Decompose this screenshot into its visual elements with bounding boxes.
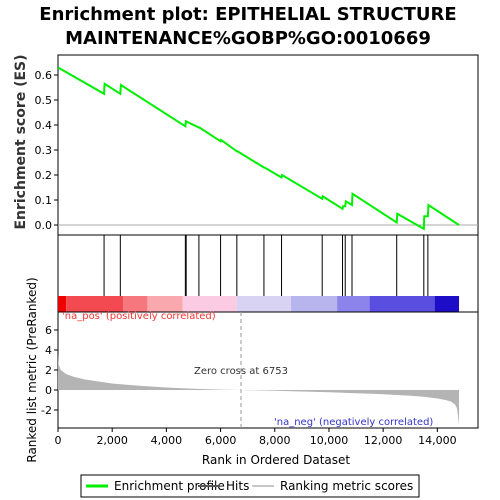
x-tick-label: 0 xyxy=(55,434,62,447)
metric-axis-label: Ranked list metric (PreRanked) xyxy=(25,277,39,462)
x-tick-label: 2,000 xyxy=(96,434,128,447)
colorbar-segment xyxy=(182,296,237,312)
colorbar-segment xyxy=(66,296,124,312)
metric-y-tick-label: -2 xyxy=(41,404,52,417)
chart-title-line-1: Enrichment plot: EPITHELIAL STRUCTURE xyxy=(39,4,456,25)
positive-correlation-label: 'na_pos' (positively correlated) xyxy=(62,311,216,322)
colorbar-segment xyxy=(434,296,460,312)
chart-title-line-2: MAINTENANCE%GOBP%GO:0010669 xyxy=(65,28,431,49)
x-tick-label: 8,000 xyxy=(259,434,291,447)
metric-y-tick-label: 2 xyxy=(45,364,52,377)
negative-correlation-label: 'na_neg' (negatively correlated) xyxy=(274,417,433,428)
colorbar-segment xyxy=(147,296,183,312)
x-tick-label: 4,000 xyxy=(151,434,183,447)
x-tick-label: 14,000 xyxy=(418,434,457,447)
es-y-tick-label: 0.2 xyxy=(35,169,53,182)
x-tick-label: 6,000 xyxy=(205,434,237,447)
es-y-tick-label: 0.0 xyxy=(35,219,53,232)
es-y-tick-label: 0.4 xyxy=(35,119,53,132)
x-tick-label: 12,000 xyxy=(364,434,403,447)
legend-label: Ranking metric scores xyxy=(280,479,413,493)
es-axis-label: Enrichment score (ES) xyxy=(13,54,29,229)
metric-panel: Zero cross at 6753 'na_pos' (positively c… xyxy=(41,311,479,447)
colorbar-segment xyxy=(291,296,338,312)
zero-cross-label: Zero cross at 6753 xyxy=(194,366,288,377)
legend-label: Hits xyxy=(226,479,249,493)
es-plot-area xyxy=(57,54,479,236)
colorbar-segment xyxy=(123,296,148,312)
colorbar-segment xyxy=(337,296,370,312)
legend-label: Enrichment profile xyxy=(114,479,225,493)
x-axis-label: Rank in Ordered Dataset xyxy=(202,453,350,467)
es-y-tick-label: 0.5 xyxy=(35,94,53,107)
legend: Enrichment profile Hits Ranking metric sco… xyxy=(80,474,420,498)
metric-plot-area xyxy=(57,311,479,429)
es-y-tick-label: 0.3 xyxy=(35,144,53,157)
colorbar-segment xyxy=(58,296,67,312)
hits-panel xyxy=(57,234,479,313)
es-y-tick-label: 0.1 xyxy=(35,194,53,207)
metric-y-tick-label: 4 xyxy=(45,344,52,357)
x-tick-label: 10,000 xyxy=(310,434,349,447)
colorbar-segment xyxy=(236,296,292,312)
legend-box xyxy=(80,474,420,498)
es-panel: 0.0 0.1 0.2 0.3 0.4 0.5 0.6 xyxy=(35,54,479,236)
metric-y-tick-label: 6 xyxy=(45,324,52,337)
colorbar-segment xyxy=(369,296,435,312)
es-y-tick-label: 0.6 xyxy=(35,69,53,82)
enrichment-profile-line xyxy=(57,66,460,231)
ranking-metric-area xyxy=(58,353,459,425)
metric-y-tick-label: 0 xyxy=(45,384,52,397)
